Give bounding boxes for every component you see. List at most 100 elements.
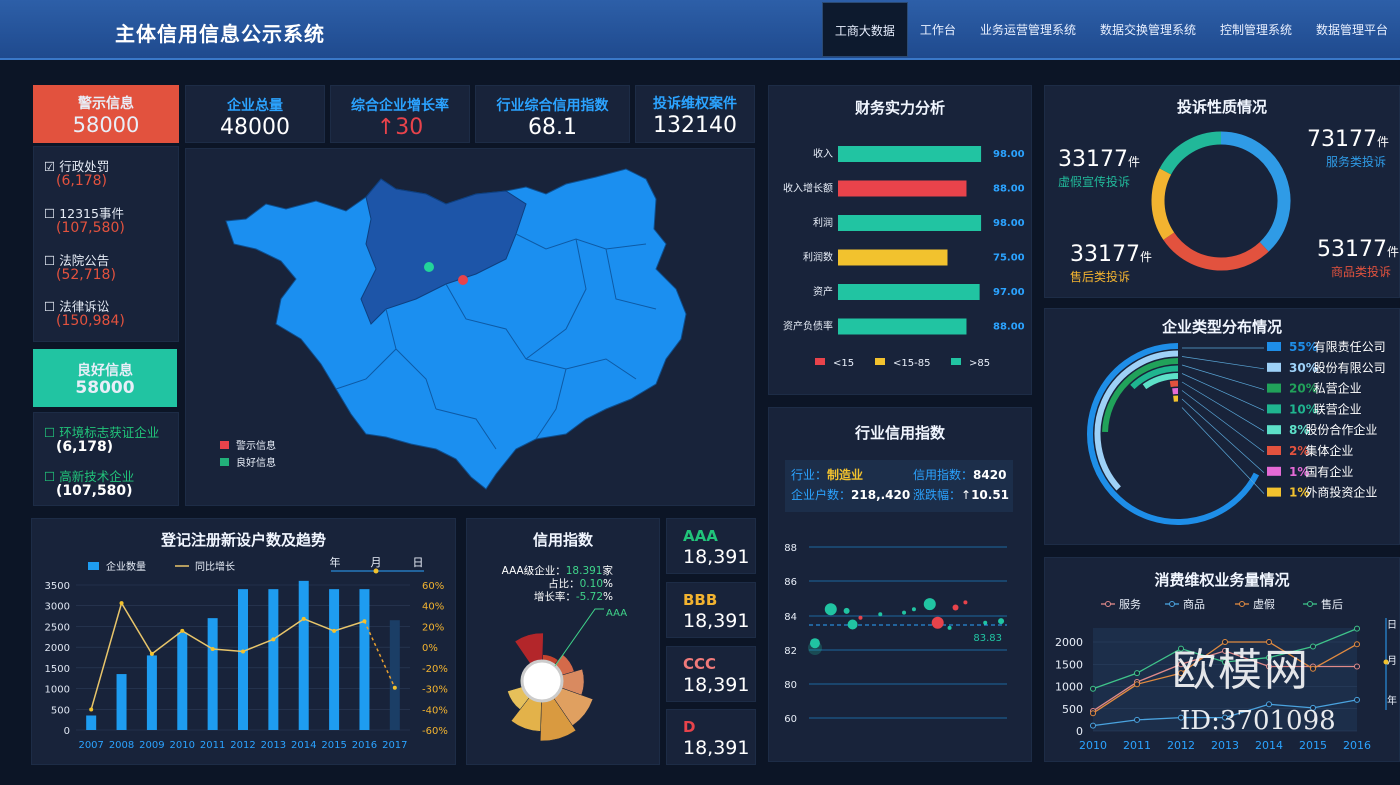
legend-marker xyxy=(1105,601,1111,607)
legend-swatch xyxy=(815,358,825,365)
legend-pct: 10% xyxy=(1289,402,1318,416)
bar-value-label: 88.00 xyxy=(993,322,1025,333)
y-tick-label: 80 xyxy=(784,680,797,691)
nav-item-control[interactable]: 控制管理系统 xyxy=(1219,23,1292,37)
y-tick-label: 60 xyxy=(784,714,797,725)
bar xyxy=(146,655,157,730)
nav-item-workbench[interactable]: 工作台 xyxy=(919,23,956,37)
pointer-line xyxy=(554,608,604,667)
item-label: 高新技术企业 xyxy=(59,469,135,484)
legend-label: 商品 xyxy=(1183,597,1205,611)
bar xyxy=(177,632,188,730)
scatter-point xyxy=(983,620,988,625)
item-label: 法律诉讼 xyxy=(59,299,110,314)
finance-bar xyxy=(838,284,980,300)
legend-label: <15 xyxy=(833,358,854,369)
nav-item-business-bigdata[interactable]: 工商大数据 xyxy=(821,2,908,57)
index-label-row: 信用指数：8420 xyxy=(913,465,1006,485)
checkbox-item[interactable]: ☐ 12315事件 xyxy=(44,206,124,221)
y-tick-label: 1000 xyxy=(45,685,70,696)
warning-label: 警示信息 xyxy=(78,96,134,112)
good-summary[interactable]: 良好信息 58000 xyxy=(33,349,177,407)
bar-category-label: 资产 xyxy=(813,285,833,298)
legend-swatch xyxy=(1267,342,1281,351)
legend-pct: 20% xyxy=(1289,382,1318,396)
scatter-point xyxy=(963,600,968,605)
series-point xyxy=(1310,704,1316,711)
stat-value: 68.1 xyxy=(528,115,577,140)
unit-label: 件 xyxy=(1140,250,1152,264)
growth-point xyxy=(362,619,367,624)
series-point xyxy=(1178,661,1184,668)
bar-category-label: 收入 xyxy=(813,147,833,160)
warning-summary[interactable]: 警示信息 58000 xyxy=(33,85,179,143)
nav-item-operations[interactable]: 业务运营管理系统 xyxy=(979,23,1076,37)
map-region-highlight xyxy=(360,178,527,325)
legend-pct: 8% xyxy=(1289,423,1309,437)
tab-2: 日 xyxy=(413,556,424,569)
credit-line-part: -5.72 xyxy=(576,591,603,603)
pointer-label: AAA xyxy=(606,608,627,619)
scatter-point xyxy=(824,603,837,616)
warning-list: ☑ 行政处罚 (6,178) ☐ 12315事件 (107,580) ☐ 法院公… xyxy=(33,146,179,342)
tab-indicator xyxy=(373,568,379,574)
scatter-point xyxy=(947,625,952,630)
info-key: 涨跌幅： xyxy=(913,488,962,502)
bar-value-label: 75.00 xyxy=(993,253,1025,264)
y2-tick-label: -30% xyxy=(422,685,448,696)
credit-line-part: % xyxy=(603,578,613,590)
region-map[interactable]: 警示信息 良好信息 xyxy=(186,149,756,507)
rating-value: 18,391 xyxy=(683,546,750,568)
series-point xyxy=(1266,654,1272,661)
x-tick-label: 2012 xyxy=(230,740,255,751)
enterprise-type-panel: 企业类型分布情况 55% 有限责任公司 30% 股份有限公司 20% 私营企业 10% 联营企… xyxy=(1044,308,1400,545)
tab-0: 年 xyxy=(330,555,341,569)
checkbox-item[interactable]: ☐ 高新技术企业 xyxy=(44,469,135,484)
item-count: (6,178) xyxy=(56,439,114,455)
growth-point xyxy=(210,647,215,652)
checkbox-item[interactable]: ☐ 法律诉讼 xyxy=(44,299,110,314)
warning-value: 58000 xyxy=(72,113,140,137)
series-point xyxy=(1354,625,1360,632)
consumer-panel: 消费维权业务量情况 0 500 1000 1500 2000 2010 2011 2012 20… xyxy=(1044,557,1400,762)
bar xyxy=(359,589,370,730)
series-point xyxy=(1222,714,1228,721)
tab-1: 月 xyxy=(371,556,382,569)
legend-swatch xyxy=(1267,383,1281,393)
legend-good-swatch xyxy=(220,458,229,466)
info-key: 行业： xyxy=(791,468,828,482)
legend-label: >85 xyxy=(969,358,990,369)
legend-label: 联营企业 xyxy=(1314,401,1362,416)
legend-label: 同比增长 xyxy=(195,560,235,573)
checkbox-item[interactable]: ☐ 环境标志获证企业 xyxy=(44,425,160,440)
rating-grade: BBB xyxy=(683,591,718,609)
growth-point xyxy=(301,616,306,621)
rating-card[interactable]: CCC 18,391 xyxy=(666,646,756,702)
nav-item-data-exchange[interactable]: 数据交换管理系统 xyxy=(1099,23,1196,37)
series-point xyxy=(1222,639,1228,645)
scatter-point xyxy=(878,612,883,617)
complaint-label: 商品类投诉 xyxy=(1331,264,1391,279)
checkbox-item[interactable]: ☑ 行政处罚 xyxy=(44,159,110,174)
x-tick-label: 2011 xyxy=(200,740,225,751)
legend-good-label: 良好信息 xyxy=(236,456,276,469)
nav-item-data-platform[interactable]: 数据管理平台 xyxy=(1315,23,1388,37)
series-point xyxy=(1266,639,1272,645)
x-tick-label: 2010 xyxy=(1079,739,1107,752)
bar-value-label: 98.00 xyxy=(993,149,1025,160)
y-tick-label: 2000 xyxy=(1055,636,1083,649)
y-tick-label: 500 xyxy=(1062,703,1083,716)
scatter-point xyxy=(911,607,916,612)
scatter-point xyxy=(847,619,858,630)
legend-warning-label: 警示信息 xyxy=(236,439,276,452)
rating-card[interactable]: AAA 18,391 xyxy=(666,518,756,574)
rating-card[interactable]: BBB 18,391 xyxy=(666,582,756,638)
x-tick-label: 2017 xyxy=(382,740,407,751)
legend-pct: 1% xyxy=(1289,486,1309,500)
rating-card[interactable]: D 18,391 xyxy=(666,709,756,765)
complaint-panel: 投诉性质情况 73177件 服务类投诉 53177件 商品类投诉 33177件 售后类投诉… xyxy=(1044,85,1400,298)
checkbox-item[interactable]: ☐ 法院公告 xyxy=(44,253,110,268)
panel-title: 行业信用指数 xyxy=(854,424,945,442)
stat-label: 企业总量 xyxy=(227,98,283,114)
